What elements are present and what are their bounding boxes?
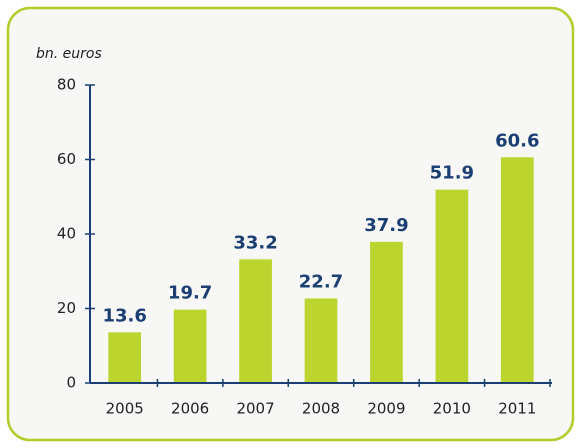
value-label: 60.6	[495, 130, 539, 151]
y-axis-label: bn. euros	[36, 46, 102, 62]
bar	[304, 298, 338, 383]
chart-frame	[6, 6, 575, 442]
x-tick-label: 2010	[433, 400, 471, 418]
x-tick-label: 2008	[302, 400, 340, 418]
x-tick-label: 2009	[367, 400, 405, 418]
value-label: 51.9	[430, 163, 474, 184]
x-tick-label: 2005	[106, 400, 144, 418]
y-tick-label: 20	[57, 299, 76, 317]
y-tick-label: 40	[57, 225, 76, 243]
value-label: 37.9	[364, 215, 408, 236]
x-tick-label: 2006	[171, 400, 209, 418]
bar	[108, 332, 142, 383]
bar	[500, 157, 534, 383]
value-label: 13.6	[103, 305, 147, 326]
bar	[370, 241, 403, 383]
value-label: 33.2	[233, 232, 277, 253]
value-label: 22.7	[299, 271, 343, 292]
x-tick-label: 2011	[498, 400, 536, 418]
value-label: 19.7	[168, 283, 212, 304]
bar	[173, 309, 207, 383]
x-tick-label: 2007	[236, 400, 274, 418]
bar	[239, 259, 272, 383]
y-tick-label: 80	[57, 76, 76, 94]
y-tick-label: 0	[66, 374, 76, 392]
bar	[435, 189, 469, 383]
y-tick-label: 60	[57, 150, 76, 168]
